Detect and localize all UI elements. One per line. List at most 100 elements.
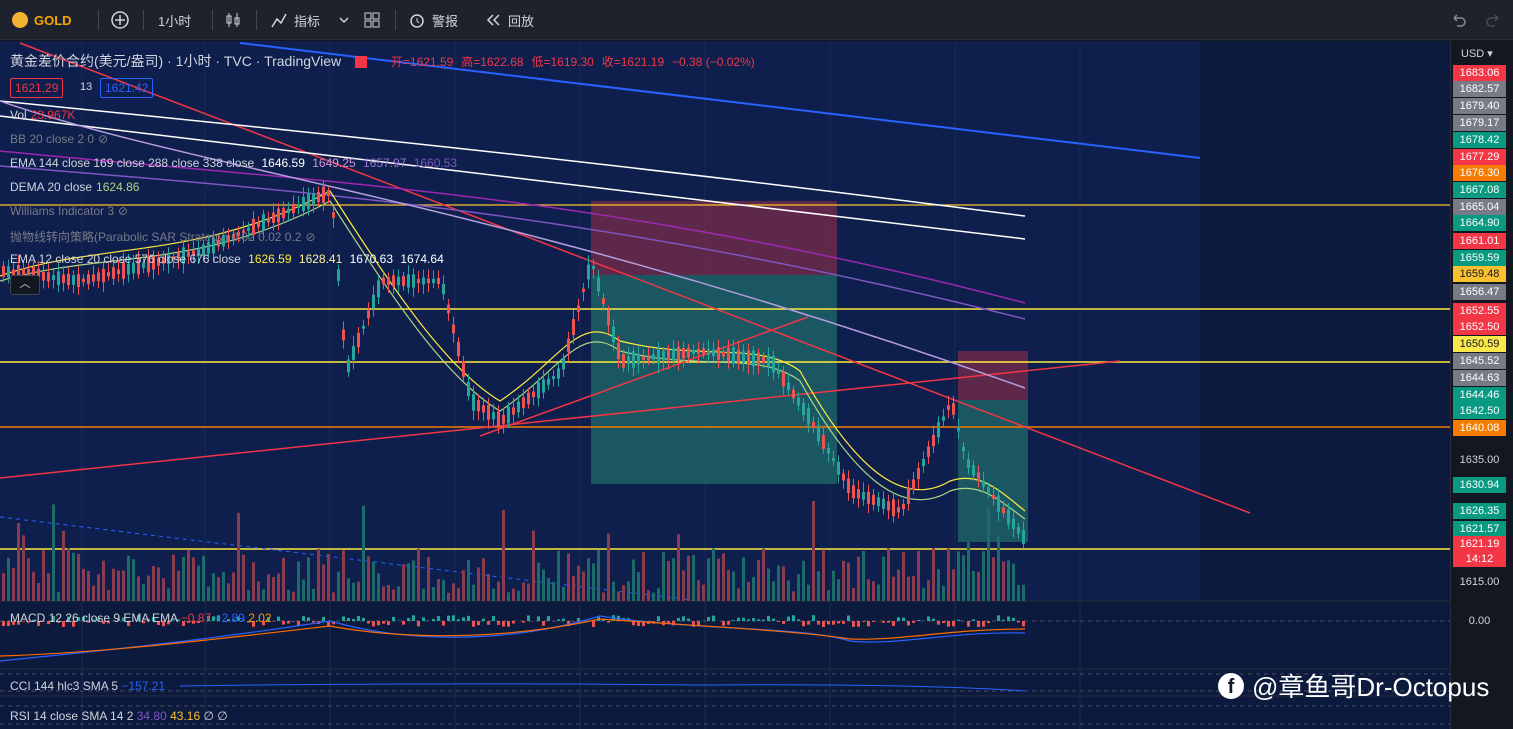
layout-button[interactable] bbox=[363, 0, 381, 40]
indicator-legend-williams[interactable]: Williams Indicator 3 ⊘ bbox=[10, 204, 129, 218]
buy-price-box[interactable]: 1621.42 bbox=[100, 78, 154, 98]
rsi-legend[interactable]: RSI 14 close SMA 14 2 34.80 43.16 ∅ ∅ bbox=[10, 709, 228, 723]
candle-body bbox=[742, 351, 745, 363]
price-chart[interactable] bbox=[0, 41, 1450, 729]
volume-bar bbox=[307, 557, 310, 601]
macd-bar bbox=[912, 621, 915, 623]
candle-body bbox=[92, 274, 95, 282]
candle-body bbox=[287, 208, 290, 214]
indicator-legend-ema-short[interactable]: EMA 12 close 20 close 576 close 676 clos… bbox=[10, 252, 444, 266]
candle-body bbox=[427, 278, 430, 284]
volume-bar bbox=[447, 592, 450, 601]
compare-add-button[interactable] bbox=[110, 0, 130, 40]
volume-bar bbox=[192, 557, 195, 601]
ema-line bbox=[0, 100, 1026, 389]
macd-bar bbox=[907, 621, 910, 626]
volume-bar bbox=[442, 579, 445, 601]
trend-line[interactable] bbox=[239, 42, 1201, 159]
volume-bar bbox=[687, 555, 690, 601]
candle-body bbox=[87, 274, 90, 285]
indicator-legend-ema-long[interactable]: EMA 144 close 169 close 288 close 338 cl… bbox=[10, 156, 458, 170]
candle-body bbox=[372, 294, 375, 309]
volume-bar bbox=[322, 564, 325, 601]
replay-button[interactable]: 回放 bbox=[484, 0, 534, 40]
macd-bar bbox=[27, 621, 30, 623]
sell-price-box[interactable]: 1621.29 bbox=[10, 78, 64, 98]
candle-body bbox=[827, 447, 830, 454]
macd-bar bbox=[692, 621, 695, 627]
candle-body bbox=[1012, 518, 1015, 529]
price-label: 14:12 bbox=[1453, 551, 1506, 567]
currency-selector[interactable]: USD ▾ bbox=[1461, 48, 1493, 60]
volume-bar bbox=[407, 563, 410, 601]
price-label: 1640.08 bbox=[1453, 420, 1506, 436]
volume-bar bbox=[637, 572, 640, 601]
candle-body bbox=[782, 371, 785, 387]
redo-button[interactable] bbox=[1485, 0, 1503, 40]
indicator-legend-sar[interactable]: 抛物线转向策略(Parabolic SAR Strategy) 0.02 0.0… bbox=[10, 230, 316, 244]
volume-bar bbox=[317, 548, 320, 601]
volume-bar bbox=[342, 550, 345, 601]
collapse-legend-button[interactable]: ︿ bbox=[10, 275, 40, 295]
volume-bar bbox=[372, 562, 375, 601]
macd-bar bbox=[987, 621, 990, 624]
candle-body bbox=[47, 272, 50, 282]
volume-bar bbox=[17, 523, 20, 601]
cci-legend[interactable]: CCI 144 hlc3 SMA 5 −157.21 bbox=[10, 679, 166, 693]
candle-body bbox=[837, 461, 840, 475]
candle-body bbox=[197, 249, 200, 255]
trend-line[interactable] bbox=[19, 42, 1251, 514]
trend-line[interactable] bbox=[0, 360, 1121, 479]
volume-bar bbox=[477, 567, 480, 601]
macd-bar bbox=[977, 621, 980, 627]
short-position-target-zone[interactable] bbox=[591, 275, 837, 484]
volume-bar bbox=[357, 581, 360, 601]
candle-body bbox=[132, 262, 135, 274]
chevron-down-icon[interactable] bbox=[338, 0, 350, 40]
volume-bar bbox=[612, 581, 615, 601]
price-scale[interactable]: USD ▾ 1683.06 1682.57 1679.40 1679.17 1678.4… bbox=[1450, 41, 1513, 729]
macd-bar bbox=[1012, 617, 1015, 621]
chart-type-button[interactable] bbox=[224, 0, 242, 40]
indicators-button[interactable]: 指标 bbox=[270, 0, 320, 40]
candle-body bbox=[232, 234, 235, 239]
macd-bar bbox=[167, 621, 170, 625]
macd-bar bbox=[42, 621, 45, 622]
indicator-legend-vol[interactable]: Vol 23.967K bbox=[10, 108, 76, 122]
candle-body bbox=[937, 422, 940, 438]
volume-bar bbox=[662, 552, 665, 601]
flag-icon[interactable] bbox=[355, 56, 368, 69]
volume-bar bbox=[762, 548, 765, 601]
trend-line[interactable] bbox=[479, 316, 809, 437]
macd-bar bbox=[457, 619, 460, 621]
volume-bar bbox=[582, 571, 585, 601]
candle-body bbox=[642, 356, 645, 360]
alert-button[interactable]: 警报 bbox=[408, 0, 458, 40]
ohlc-high: 高=1622.68 bbox=[461, 55, 524, 69]
candle-body bbox=[692, 350, 695, 354]
volume-bar bbox=[122, 570, 125, 601]
indicator-legend-dema[interactable]: DEMA 20 close 1624.86 bbox=[10, 180, 140, 194]
macd-bar bbox=[12, 621, 15, 625]
chart-canvas[interactable]: 黄金差价合约(美元/盎司) · 1小时 · TVC · TradingView … bbox=[0, 41, 1450, 729]
candle-body bbox=[57, 271, 60, 285]
interval-button[interactable]: 1小时 bbox=[158, 0, 191, 40]
macd-legend[interactable]: MACD 12 26 close 9 EMA EMA −0.87 −2.89 2… bbox=[10, 611, 272, 625]
volume-bar bbox=[742, 557, 745, 601]
candle-body bbox=[602, 297, 605, 305]
volume-bar bbox=[727, 569, 730, 601]
symbol-search[interactable]: GOLD bbox=[12, 0, 72, 40]
macd-bar bbox=[867, 621, 870, 627]
macd-bar bbox=[742, 617, 745, 621]
volume-bar bbox=[657, 588, 660, 601]
candle-body bbox=[467, 381, 470, 397]
macd-bar bbox=[252, 621, 255, 627]
candle-body bbox=[707, 349, 710, 355]
undo-button[interactable] bbox=[1449, 0, 1467, 40]
candle-body bbox=[117, 269, 120, 275]
short-position-stop-zone-2[interactable] bbox=[958, 351, 1028, 400]
volume-bar bbox=[592, 563, 595, 601]
indicator-legend-bb[interactable]: BB 20 close 2 0 ⊘ bbox=[10, 132, 109, 146]
candle-body bbox=[962, 446, 965, 452]
candle-body bbox=[272, 212, 275, 223]
